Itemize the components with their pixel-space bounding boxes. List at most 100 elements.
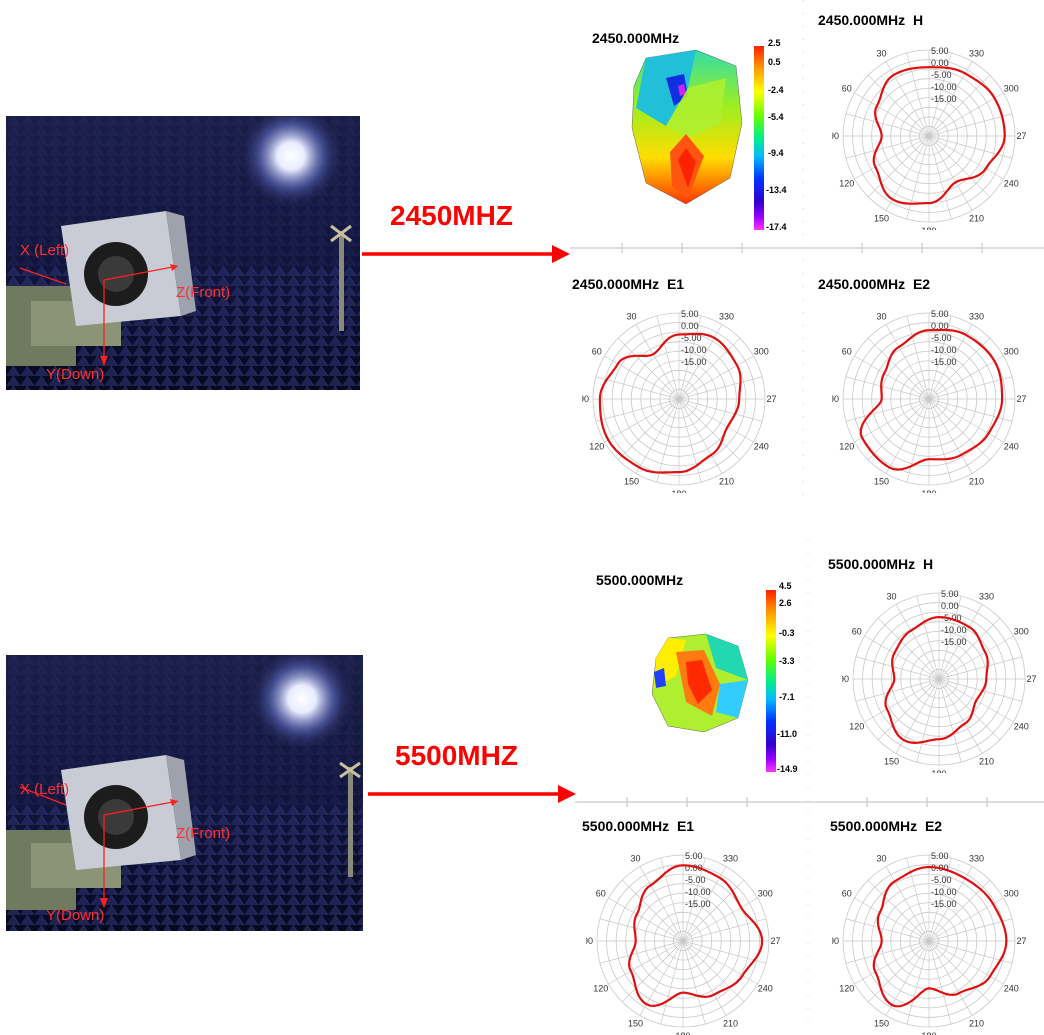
angle-tick-label: 120 — [589, 442, 604, 452]
angle-tick-label: 240 — [1004, 984, 1019, 994]
angle-tick-label: 60 — [842, 84, 852, 94]
angle-tick-label: 180 — [931, 769, 946, 773]
angle-tick-label: 330 — [969, 49, 984, 59]
polar-plot-2450-e2: 5.00 0.00 -5.00 -10.00 -15.00 30 330 60 300 90 270… — [832, 309, 1026, 493]
angle-tick-label: 330 — [719, 312, 734, 322]
angle-tick-label: 240 — [758, 984, 773, 994]
y-axis-label: Y(Down) — [46, 907, 105, 924]
radial-tick-label: -15.00 — [931, 94, 957, 104]
radial-tick-label: 5.00 — [931, 46, 949, 56]
angle-tick-label: 270 — [770, 936, 780, 946]
angle-tick-label: 30 — [626, 312, 636, 322]
arrow-2450 — [362, 245, 570, 263]
colorbar-tick: -17.4 — [766, 222, 787, 232]
radial-tick-label: -15.00 — [685, 899, 711, 909]
colorbar-tick: -11.0 — [777, 729, 798, 739]
pattern-trace — [859, 328, 1004, 471]
polar-plot-title-h: 2450.000MHz H — [818, 12, 924, 28]
pattern-trace — [598, 332, 742, 474]
colorbar-tick: -3.3 — [779, 656, 795, 666]
angle-tick-label: 210 — [719, 476, 734, 486]
pattern-trace — [884, 615, 989, 745]
anechoic-chamber-photo: X (Left) Z(Front) Y(Down) — [6, 116, 360, 390]
polar-plot-2450-e1: 5.00 0.00 -5.00 -10.00 -15.00 30 330 60 300 90 270… — [582, 309, 776, 493]
colorbar-tick: -5.4 — [768, 112, 784, 122]
angle-tick-label: 180 — [921, 489, 936, 493]
pattern-trace — [872, 66, 1006, 205]
angle-tick-label: 120 — [839, 984, 854, 994]
polar-plot-title-e1: 2450.000MHz E1 — [572, 276, 685, 292]
angle-tick-label: 210 — [979, 756, 994, 766]
angle-tick-label: 60 — [842, 889, 852, 899]
angle-tick-label: 60 — [852, 627, 862, 637]
polar-plot-title-e2: 5500.000MHz E2 — [830, 818, 943, 834]
angle-tick-label: 180 — [671, 489, 686, 493]
angle-tick-label: 330 — [979, 592, 994, 602]
radial-tick-label: -15.00 — [931, 899, 957, 909]
angle-tick-label: 270 — [1016, 394, 1026, 404]
angle-tick-label: 90 — [832, 394, 839, 404]
x-axis-label: X (Left) — [20, 242, 70, 259]
angle-tick-label: 90 — [582, 394, 589, 404]
radial-tick-label: -15.00 — [941, 637, 967, 647]
z-axis-label: Z(Front) — [176, 825, 231, 842]
radial-tick-label: 0.00 — [931, 58, 949, 68]
radial-tick-label: -5.00 — [931, 875, 952, 885]
colorbar-tick: -9.4 — [768, 148, 784, 158]
radial-tick-label: -5.00 — [931, 70, 952, 80]
radial-tick-label: -5.00 — [685, 875, 706, 885]
radial-tick-label: -10.00 — [681, 345, 707, 355]
angle-tick-label: 300 — [1004, 84, 1019, 94]
angle-tick-label: 90 — [832, 936, 839, 946]
angle-tick-label: 180 — [675, 1031, 690, 1035]
radial-tick-label: -10.00 — [941, 625, 967, 635]
angle-tick-label: 330 — [969, 312, 984, 322]
angle-tick-label: 30 — [876, 49, 886, 59]
angle-tick-label: 60 — [842, 347, 852, 357]
angle-tick-label: 300 — [1004, 347, 1019, 357]
angle-tick-label: 240 — [1004, 442, 1019, 452]
panel-separator-2 — [575, 540, 1044, 1034]
surface-plot-title: 5500.000MHz — [596, 572, 684, 588]
colorbar-tick: -7.1 — [779, 692, 795, 702]
polar-plot-title-h: 5500.000MHz H — [828, 556, 934, 572]
angle-tick-label: 30 — [876, 854, 886, 864]
angle-tick-label: 180 — [921, 1031, 936, 1035]
radial-tick-label: -10.00 — [685, 887, 711, 897]
angle-tick-label: 210 — [723, 1018, 738, 1028]
polar-plot-title-e2: 2450.000MHz E2 — [818, 276, 931, 292]
radial-tick-label: 5.00 — [685, 851, 703, 861]
radial-tick-label: 5.00 — [931, 309, 949, 319]
angle-tick-label: 60 — [596, 889, 606, 899]
arrow-5500 — [368, 785, 576, 803]
angle-tick-label: 300 — [1014, 627, 1029, 637]
colorbar-tick: -14.9 — [777, 764, 798, 774]
angle-tick-label: 90 — [832, 131, 839, 141]
radial-tick-label: 5.00 — [681, 309, 699, 319]
frequency-label-5500: 5500MHZ — [395, 740, 518, 771]
colorbar-tick: -0.3 — [779, 628, 795, 638]
angle-tick-label: 300 — [754, 347, 769, 357]
surface-plot-title: 2450.000MHz — [592, 30, 680, 46]
angle-tick-label: 150 — [874, 476, 889, 486]
angle-tick-label: 330 — [969, 854, 984, 864]
angle-tick-label: 90 — [586, 936, 593, 946]
radial-tick-label: 5.00 — [941, 589, 959, 599]
radial-tick-label: -10.00 — [931, 345, 957, 355]
angle-tick-label: 30 — [886, 592, 896, 602]
colorbar-tick: 2.6 — [779, 598, 792, 608]
angle-tick-label: 60 — [592, 347, 602, 357]
radial-tick-label: -15.00 — [681, 357, 707, 367]
radial-tick-label: -10.00 — [931, 887, 957, 897]
panel-separator-1 — [570, 0, 1044, 500]
angle-tick-label: 210 — [969, 1018, 984, 1028]
colorbar-tick: 0.5 — [768, 57, 781, 67]
angle-tick-label: 150 — [628, 1018, 643, 1028]
radial-tick-label: -10.00 — [931, 82, 957, 92]
angle-tick-label: 300 — [1004, 889, 1019, 899]
angle-tick-label: 330 — [723, 854, 738, 864]
radial-tick-label: -15.00 — [931, 357, 957, 367]
angle-tick-label: 120 — [593, 984, 608, 994]
3d-surface-pattern — [651, 633, 749, 733]
angle-tick-label: 180 — [921, 226, 936, 230]
